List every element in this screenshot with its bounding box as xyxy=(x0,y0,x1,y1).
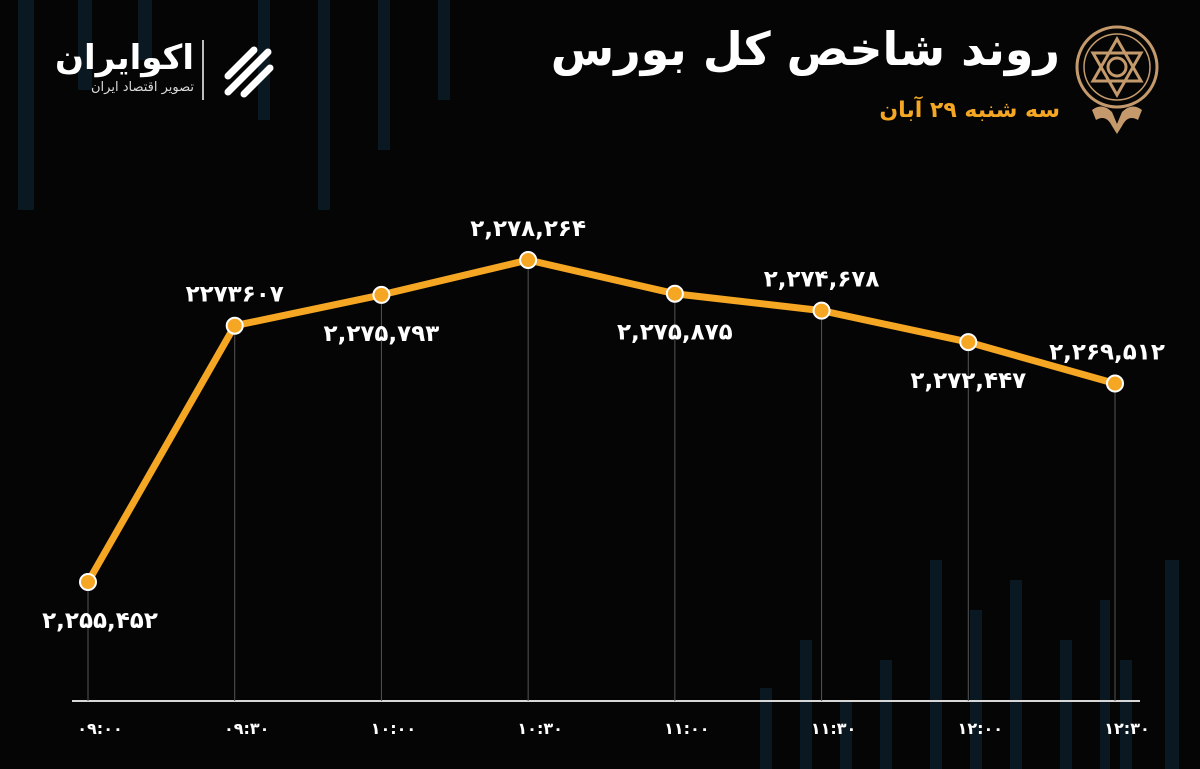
background-bar xyxy=(378,0,390,150)
data-label: ۲,۲۷۵,۷۹۳ xyxy=(324,321,440,347)
x-tick-labels: ۰۹:۰۰ ۰۹:۳۰ ۱۰:۰۰ ۱۰:۳۰ ۱۱:۰۰ ۱۱:۳۰ ۱۲:۰۰ ۱۲:۳۰ xyxy=(77,719,1149,738)
data-point xyxy=(959,333,978,352)
chart-subtitle: سه شنبه ۲۹ آبان xyxy=(879,98,1060,123)
stock-exchange-emblem-icon xyxy=(1075,25,1159,134)
background-bar xyxy=(318,0,330,210)
data-label: ۲,۲۷۸,۲۶۴ xyxy=(470,216,586,242)
background-bar xyxy=(1010,580,1022,769)
x-tick-label: ۰۹:۳۰ xyxy=(224,719,269,738)
background-bar xyxy=(840,700,852,769)
ecoiran-logo-icon xyxy=(224,46,274,98)
background-bar xyxy=(1165,560,1179,769)
data-point xyxy=(1106,374,1124,393)
data-label: ۲,۲۵۵,۴۵۲ xyxy=(42,608,158,634)
x-tick-label: ۰۹:۰۰ xyxy=(77,719,122,738)
background-bar xyxy=(78,0,92,90)
data-point xyxy=(665,284,684,303)
data-label: ۲,۲۶۹,۵۱۲ xyxy=(1049,340,1165,366)
data-label: ۲۲۷۳۶۰۷ xyxy=(186,282,284,308)
background-bar xyxy=(800,640,812,769)
x-tick-label: ۱۱:۰۰ xyxy=(664,719,709,738)
data-point xyxy=(812,301,831,320)
background-bar xyxy=(1060,640,1072,769)
background-bar xyxy=(18,0,34,210)
gridlines xyxy=(87,260,1116,701)
background-bar xyxy=(970,610,982,769)
background-bar xyxy=(930,560,942,769)
x-tick-label: ۱۲:۰۰ xyxy=(958,719,1003,738)
data-point xyxy=(372,285,391,304)
x-tick-label: ۱۲:۳۰ xyxy=(1104,719,1149,738)
brand-name: اکوایران xyxy=(55,38,194,78)
background-bar xyxy=(438,0,450,100)
background-bar xyxy=(760,688,772,769)
data-point xyxy=(519,251,538,269)
chart-title: روند شاخص کل بورس xyxy=(550,22,1060,76)
background-bar xyxy=(138,0,152,60)
background-bar xyxy=(880,660,892,769)
background-bar xyxy=(1100,600,1110,769)
data-point xyxy=(79,573,97,591)
series-line xyxy=(84,256,1119,586)
data-points xyxy=(79,251,1124,591)
data-label: ۲,۲۷۵,۸۷۵ xyxy=(617,320,733,346)
data-point xyxy=(225,316,244,335)
x-tick-label: ۱۰:۳۰ xyxy=(517,719,562,738)
background-bar xyxy=(1120,660,1132,769)
x-tick-label: ۱۱:۳۰ xyxy=(811,719,856,738)
x-tick-label: ۱۰:۰۰ xyxy=(371,719,416,738)
data-labels: ۲,۲۵۵,۴۵۲ ۲۲۷۳۶۰۷ ۲,۲۷۵,۷۹۳ ۲,۲۷۸,۲۶۴ ۲,۲۷۵,… xyxy=(42,216,1165,634)
brand-divider xyxy=(202,40,204,100)
brand-tagline: تصویر اقتصاد ایران xyxy=(91,80,194,95)
data-label: ۲,۲۷۴,۶۷۸ xyxy=(764,267,880,293)
data-label: ۲,۲۷۲,۴۴۷ xyxy=(910,368,1026,394)
brand-block: اکوایران تصویر اقتصاد ایران xyxy=(42,36,292,106)
